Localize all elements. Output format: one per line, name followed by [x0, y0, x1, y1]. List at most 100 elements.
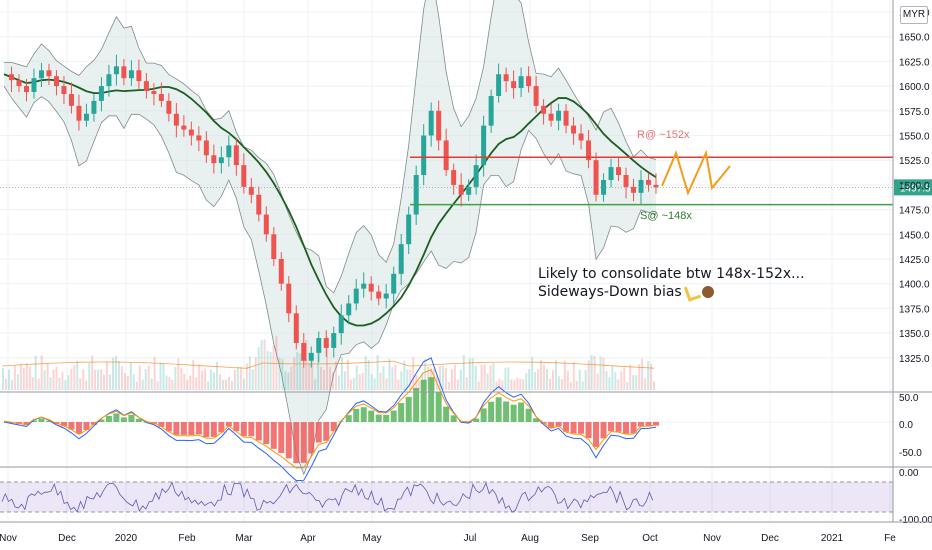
volume-bar	[650, 363, 653, 390]
macd-histogram-bar	[563, 422, 570, 432]
volume-bar	[438, 366, 441, 390]
macd-histogram-bar	[578, 422, 585, 434]
volume-bar	[31, 377, 34, 390]
volume-bar	[251, 369, 254, 390]
volume-bar	[474, 366, 477, 390]
volume-bar	[46, 363, 49, 390]
time-tick-label: Feb	[178, 533, 196, 544]
time-tick-label: 2021	[821, 533, 844, 544]
volume-bar	[204, 368, 207, 390]
volume-bar	[397, 379, 400, 390]
volume-bar	[293, 357, 296, 390]
macd-histogram-bar	[30, 420, 37, 422]
candle-body	[376, 291, 382, 299]
volume-bar	[153, 356, 156, 390]
volume-bar	[584, 369, 587, 390]
volume-bar	[189, 375, 192, 390]
macd-histogram-bar	[293, 422, 300, 464]
candle-body	[646, 179, 652, 185]
candle-body	[436, 110, 442, 141]
volume-bar	[596, 373, 599, 390]
volume-bar	[198, 364, 201, 390]
volume-bar	[85, 380, 88, 390]
macd-histogram-bar	[218, 422, 225, 433]
volume-bar	[43, 370, 46, 390]
volume-bar	[88, 362, 91, 390]
volume-bar	[537, 368, 540, 390]
volume-bar	[201, 370, 204, 390]
price-tick-label: 1350.0	[899, 329, 930, 340]
macd-histogram-bar	[248, 422, 255, 437]
candle-body	[361, 283, 367, 289]
candle-body	[68, 94, 74, 106]
candle-body	[301, 342, 307, 361]
macd-histogram-bar	[45, 420, 52, 422]
macd-histogram-bar	[653, 422, 659, 426]
macd-histogram-bar	[480, 408, 487, 422]
volume-bar	[465, 377, 468, 390]
volume-bar	[174, 366, 177, 390]
macd-histogram-bar	[525, 408, 532, 422]
macd-histogram-bar	[23, 422, 30, 426]
time-tick-label: Fe	[884, 533, 896, 544]
volume-bar	[296, 352, 299, 390]
candle-body	[593, 160, 599, 195]
volume-bar	[629, 364, 632, 390]
volume-bar	[587, 360, 590, 390]
volume-bar	[52, 369, 55, 390]
macd-histogram-bar	[555, 422, 562, 427]
volume-bar	[337, 375, 340, 390]
bollinger-bands	[3, 0, 657, 476]
volume-bar	[308, 362, 311, 390]
candle-body	[248, 186, 254, 195]
candle-body	[533, 86, 539, 106]
rsi-tick-label: -100.00	[899, 515, 932, 526]
macd-histogram-bar	[630, 422, 637, 434]
volume-bar	[403, 360, 406, 390]
rsi-band	[0, 482, 893, 512]
volume-bar	[183, 374, 186, 390]
volume-bar	[22, 368, 25, 390]
price-tick-label: 1400.0	[899, 280, 930, 291]
time-tick-label: Nov	[0, 533, 17, 544]
candlesticks	[8, 54, 659, 368]
price-tick-label: 1650.0	[899, 33, 930, 44]
macd-histogram-bar	[68, 422, 75, 430]
macd-histogram-bar	[593, 422, 600, 447]
macd-histogram-bar	[105, 415, 112, 422]
candle-body	[518, 76, 524, 89]
volume-bar	[638, 364, 641, 390]
macd-histogram-bar	[90, 422, 97, 425]
volume-bar	[4, 378, 7, 390]
candle-body	[196, 135, 202, 141]
volume-bar	[519, 378, 522, 390]
macd-histogram-bar	[413, 387, 420, 422]
volume-bar	[49, 377, 52, 390]
volume-bar	[447, 381, 450, 390]
volume-bar	[227, 376, 230, 390]
macd-histogram-bar	[405, 396, 412, 422]
volume-bar	[620, 371, 623, 390]
volume-bar	[566, 370, 569, 390]
candle-body	[293, 313, 299, 343]
macd-histogram-bar	[518, 402, 525, 422]
candle-body	[428, 110, 434, 136]
candle-body	[616, 167, 622, 176]
candle-body	[113, 66, 119, 75]
volume-bar	[82, 369, 85, 390]
volume-bar	[367, 359, 370, 390]
volume-bar	[456, 379, 459, 390]
candle-body	[271, 234, 277, 259]
candle-body	[391, 273, 397, 294]
volume-bar	[546, 369, 549, 390]
volume-bar	[34, 355, 37, 390]
volume-bar	[40, 355, 43, 390]
volume-bar	[290, 366, 293, 390]
volume-bar	[147, 365, 150, 390]
projection-zigzag	[661, 149, 731, 196]
volume-bar	[340, 357, 343, 390]
macd-histogram-bar	[83, 422, 90, 430]
currency-badge[interactable]: MYR	[900, 6, 928, 24]
candle-body	[623, 175, 629, 187]
